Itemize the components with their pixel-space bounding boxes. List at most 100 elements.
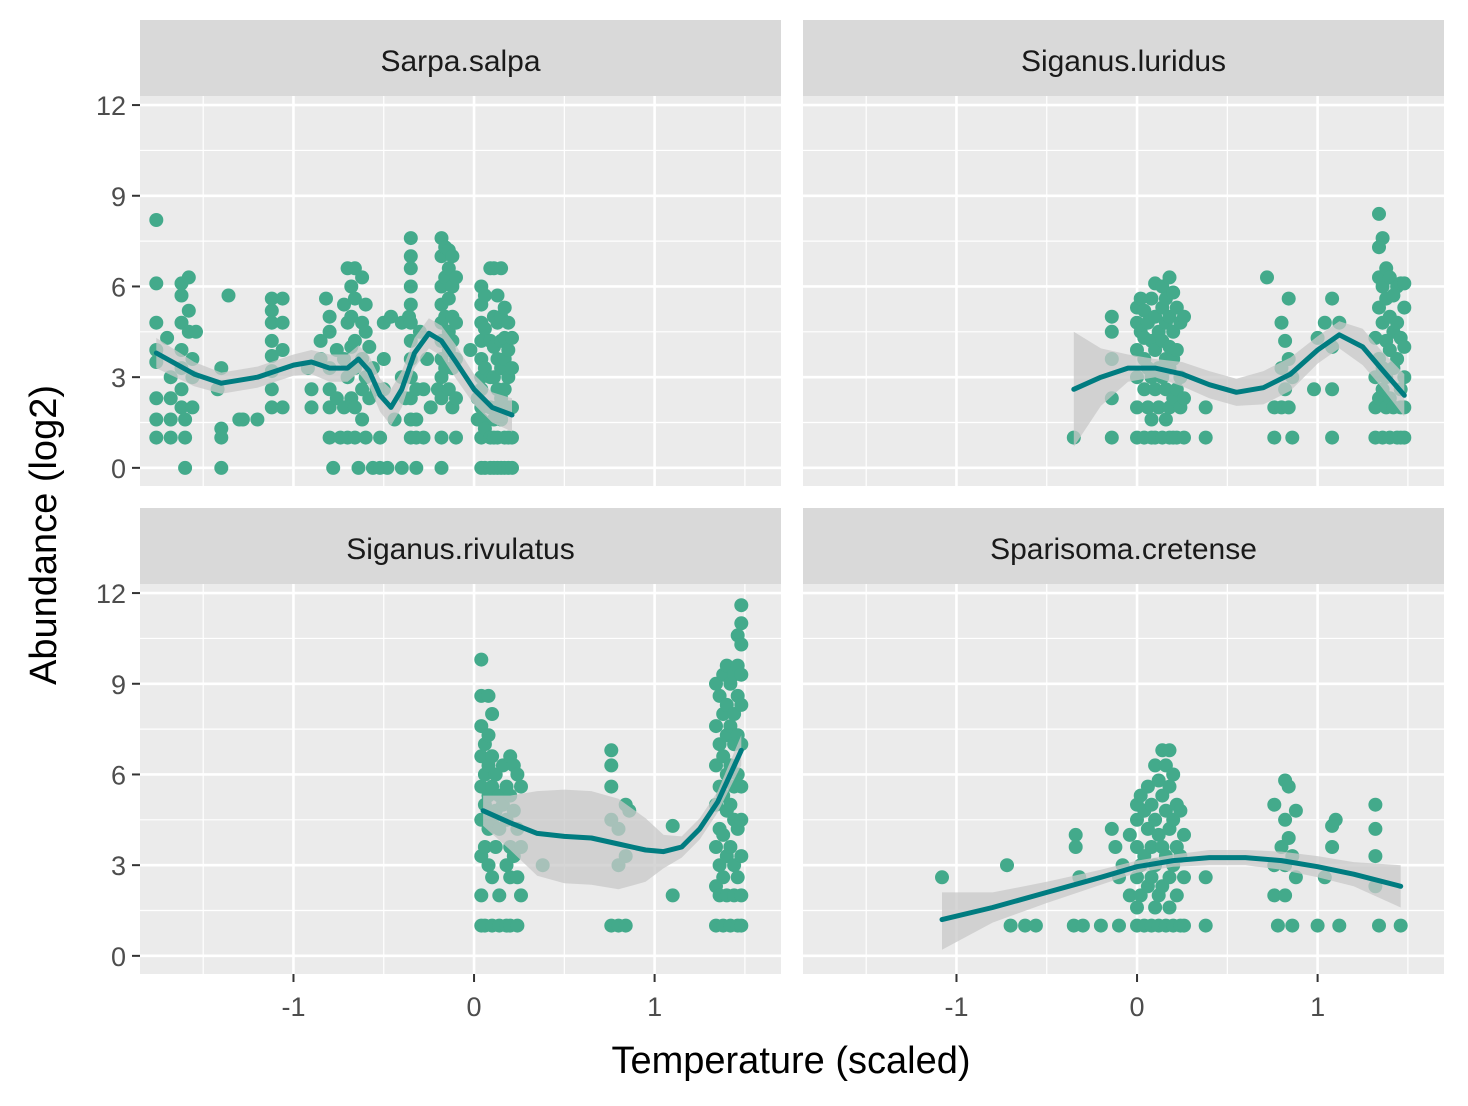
x-tick-label: -1	[944, 992, 968, 1022]
data-point	[1140, 400, 1155, 415]
data-point	[1285, 430, 1300, 445]
data-point	[1372, 918, 1386, 933]
data-point	[730, 870, 745, 885]
data-point	[501, 343, 516, 357]
data-point	[149, 213, 164, 227]
data-point	[1144, 870, 1159, 885]
x-tick-label: 0	[1130, 992, 1145, 1022]
data-point	[362, 339, 377, 354]
data-point	[403, 249, 418, 264]
data-point	[449, 430, 463, 445]
facet-strip-label: Siganus.rivulatus	[346, 533, 574, 566]
data-point	[1317, 315, 1332, 330]
data-point	[1270, 918, 1285, 933]
data-point	[477, 840, 492, 854]
data-point	[1332, 918, 1347, 933]
data-point	[149, 391, 164, 406]
x-tick-label: 1	[647, 992, 662, 1022]
data-point	[1144, 797, 1159, 812]
data-point	[1198, 870, 1213, 885]
data-point	[160, 330, 175, 345]
data-point	[485, 749, 500, 764]
data-point	[734, 616, 749, 631]
data-point	[1393, 918, 1408, 933]
data-point	[1278, 888, 1293, 903]
data-point	[1068, 827, 1083, 842]
data-point	[403, 261, 418, 276]
panel-background	[803, 96, 1444, 486]
data-point	[481, 858, 496, 873]
data-point	[1368, 797, 1383, 812]
data-point	[1108, 840, 1123, 854]
data-point	[1281, 400, 1296, 415]
data-point	[322, 324, 337, 339]
data-point	[1325, 840, 1340, 854]
data-point	[474, 888, 489, 903]
data-point	[181, 270, 196, 285]
data-point	[1198, 430, 1213, 445]
data-point	[1140, 779, 1155, 794]
data-point	[1397, 300, 1412, 315]
data-point	[1198, 400, 1213, 415]
x-axis-title: Temperature (scaled)	[611, 1040, 970, 1082]
panels-layer: Sarpa.salpa 0 3 6 9 12 Siganus.luridus Siganus.…	[96, 20, 1444, 1022]
data-point	[1288, 870, 1303, 885]
data-point	[373, 430, 388, 445]
data-point	[604, 743, 619, 758]
data-point	[1162, 900, 1177, 915]
data-point	[1028, 918, 1043, 933]
data-point	[1368, 849, 1383, 864]
data-point	[490, 288, 505, 303]
data-point	[403, 279, 418, 294]
data-point	[1310, 918, 1325, 933]
data-point	[1372, 206, 1386, 221]
data-point	[1151, 773, 1166, 788]
y-tick-label: 3	[111, 851, 126, 881]
data-point	[264, 291, 279, 306]
facet-strip	[140, 508, 781, 584]
data-point	[604, 758, 619, 773]
data-point	[734, 812, 749, 827]
data-point	[1267, 797, 1282, 812]
facet-strip	[140, 20, 781, 96]
y-tick-label: 6	[111, 760, 126, 790]
data-point	[355, 270, 370, 285]
y-tick-label: 9	[111, 670, 126, 700]
panel-background	[140, 96, 781, 486]
data-point	[214, 430, 229, 445]
data-point	[1148, 758, 1163, 773]
y-tick-label: 12	[96, 579, 126, 609]
data-point	[1130, 400, 1144, 415]
data-point	[1130, 900, 1144, 915]
data-point	[1000, 858, 1014, 873]
data-point	[264, 349, 279, 363]
y-tick-label: 0	[111, 454, 126, 484]
data-point	[510, 870, 525, 885]
data-point	[1137, 303, 1152, 318]
data-point	[1018, 918, 1033, 933]
data-point	[481, 688, 496, 703]
data-point	[409, 460, 424, 475]
data-point	[355, 412, 370, 427]
data-point	[734, 667, 749, 682]
facet-strip	[803, 508, 1444, 584]
data-point	[275, 343, 290, 357]
data-point	[665, 888, 680, 903]
data-point	[1274, 315, 1289, 330]
data-point	[250, 412, 265, 427]
data-point	[1325, 382, 1340, 397]
data-point	[380, 460, 395, 475]
data-point	[304, 382, 319, 397]
data-point	[344, 309, 359, 324]
data-point	[264, 382, 279, 397]
data-point	[481, 728, 496, 743]
y-tick-label: 9	[111, 182, 126, 212]
smooth-line	[1071, 332, 1407, 398]
data-point	[1104, 821, 1119, 836]
data-point	[178, 430, 193, 445]
data-point	[149, 412, 164, 427]
data-point	[514, 779, 528, 794]
data-point	[275, 291, 290, 306]
data-point	[149, 430, 164, 445]
